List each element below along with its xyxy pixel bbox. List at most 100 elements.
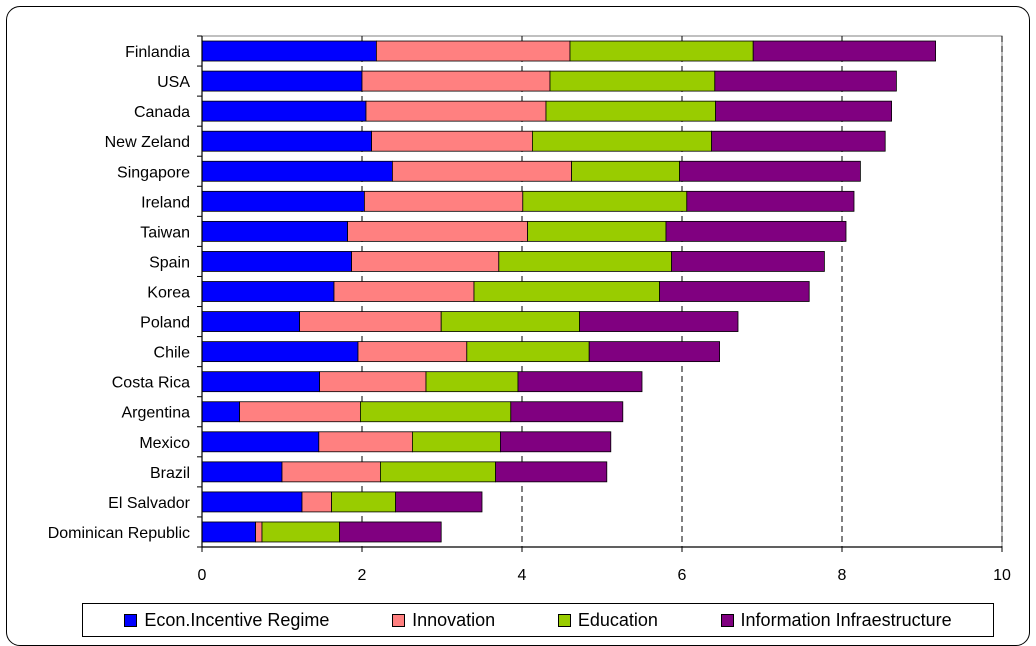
bar-segment bbox=[527, 220, 667, 242]
bar-segment bbox=[665, 220, 847, 242]
bar-segment bbox=[379, 461, 496, 483]
bar-segment bbox=[579, 311, 739, 332]
bar-segment bbox=[498, 251, 672, 272]
category-label: Mexico bbox=[139, 435, 190, 452]
category-label: Costa Rica bbox=[112, 375, 190, 392]
bar-segment bbox=[395, 491, 483, 513]
chart-svg: Finlandia USA Canada New Zeland Singapore Ire… bbox=[48, 35, 1011, 584]
bar-segment bbox=[466, 341, 590, 363]
bar-segment bbox=[201, 281, 335, 302]
category-label: Chile bbox=[154, 345, 191, 362]
bar-segment bbox=[545, 100, 717, 122]
category-label: USA bbox=[157, 74, 190, 91]
legend-swatch bbox=[124, 613, 138, 627]
bar-segment bbox=[571, 160, 680, 182]
legend: Econ.Incentive Regime Innovation Education… bbox=[82, 603, 994, 637]
legend-label: Innovation bbox=[412, 609, 496, 630]
legend-item: Information Infraestructure bbox=[720, 609, 952, 631]
bar-segment bbox=[347, 220, 529, 242]
x-tick-label: 10 bbox=[993, 567, 1011, 584]
bar-segment bbox=[281, 461, 381, 483]
bar-segment bbox=[365, 100, 547, 122]
bar-segment bbox=[715, 100, 892, 122]
bar-segment bbox=[201, 100, 367, 122]
bar-segment bbox=[201, 190, 365, 212]
legend-label: Information Infraestructure bbox=[740, 609, 952, 630]
bar-segment bbox=[255, 521, 263, 543]
bar-segment bbox=[361, 70, 551, 92]
bar-segment bbox=[357, 341, 468, 363]
bar-segment bbox=[363, 190, 524, 212]
x-tick-label: 8 bbox=[838, 567, 847, 584]
y-axis-labels: Finlandia USA Canada New Zeland Singapore Ire… bbox=[48, 44, 191, 542]
category-label: El Salvador bbox=[108, 495, 190, 512]
category-label: Dominican Republic bbox=[48, 525, 190, 542]
bar-segment bbox=[201, 251, 353, 272]
legend-label: Econ.Incentive Regime bbox=[144, 609, 330, 630]
category-label: Canada bbox=[134, 104, 190, 121]
bar-segment bbox=[201, 130, 373, 152]
bar-segment bbox=[375, 40, 571, 62]
bar-segment bbox=[201, 491, 303, 513]
bar-segment bbox=[201, 160, 393, 182]
category-label: Singapore bbox=[117, 164, 190, 181]
x-tick-label: 4 bbox=[518, 567, 527, 584]
bar-segment bbox=[201, 461, 283, 483]
bar-segment bbox=[752, 40, 937, 62]
legend-swatch bbox=[720, 613, 734, 627]
category-label: Brazil bbox=[150, 465, 190, 482]
bar-segment bbox=[679, 160, 861, 182]
legend-item: Education bbox=[557, 609, 658, 631]
x-axis-labels: 0 2 4 6 8 10 bbox=[198, 567, 1011, 584]
category-label: New Zeland bbox=[105, 134, 190, 151]
legend-swatch bbox=[392, 613, 406, 627]
bar-segment bbox=[333, 281, 475, 302]
bar-segment bbox=[522, 190, 688, 212]
bar-segment bbox=[239, 401, 361, 423]
chart-frame: Finlandia USA Canada New Zeland Singapore Ire… bbox=[6, 6, 1030, 646]
bar-segment bbox=[201, 70, 363, 92]
bar-segment bbox=[201, 521, 256, 543]
bar-segment bbox=[201, 371, 320, 393]
bar-segment bbox=[671, 251, 825, 272]
x-tick-label: 6 bbox=[678, 567, 687, 584]
bar-segment bbox=[261, 521, 340, 543]
bar-segment bbox=[351, 251, 500, 272]
bar-segment bbox=[201, 40, 377, 62]
bar-segment bbox=[201, 431, 320, 453]
bar-segment bbox=[201, 341, 359, 363]
bar-segment bbox=[201, 220, 349, 242]
category-label: Ireland bbox=[141, 194, 190, 211]
bar-segment bbox=[499, 431, 612, 453]
bar-segment bbox=[411, 431, 501, 453]
legend-swatch bbox=[557, 613, 571, 627]
bar-segment bbox=[319, 371, 427, 393]
category-label: Finlandia bbox=[125, 44, 190, 61]
bar-segment bbox=[510, 401, 624, 423]
bar-segment bbox=[659, 281, 810, 302]
category-label: Argentina bbox=[122, 405, 191, 422]
bar-segment bbox=[532, 130, 713, 152]
bar-segment bbox=[331, 491, 397, 513]
x-tick-label: 2 bbox=[358, 567, 367, 584]
bar-segment bbox=[301, 491, 333, 513]
bar-segment bbox=[711, 130, 886, 152]
bar-segment bbox=[714, 70, 897, 92]
bars bbox=[201, 40, 937, 543]
category-label: Poland bbox=[140, 315, 190, 332]
category-label: Spain bbox=[149, 254, 190, 271]
bar-segment bbox=[425, 371, 519, 393]
x-tick-label: 0 bbox=[198, 567, 207, 584]
legend-label: Education bbox=[577, 609, 658, 630]
bar-segment bbox=[569, 40, 754, 62]
category-label: Korea bbox=[147, 285, 190, 302]
bar-segment bbox=[440, 311, 581, 332]
bar-segment bbox=[318, 431, 413, 453]
legend-item: Econ.Incentive Regime bbox=[124, 610, 329, 631]
bar-segment bbox=[201, 401, 240, 423]
bar-segment bbox=[686, 190, 855, 212]
bar-segment bbox=[201, 311, 300, 332]
legend-item: Innovation bbox=[392, 610, 495, 631]
bar-segment bbox=[359, 401, 512, 423]
bar-segment bbox=[495, 461, 608, 483]
